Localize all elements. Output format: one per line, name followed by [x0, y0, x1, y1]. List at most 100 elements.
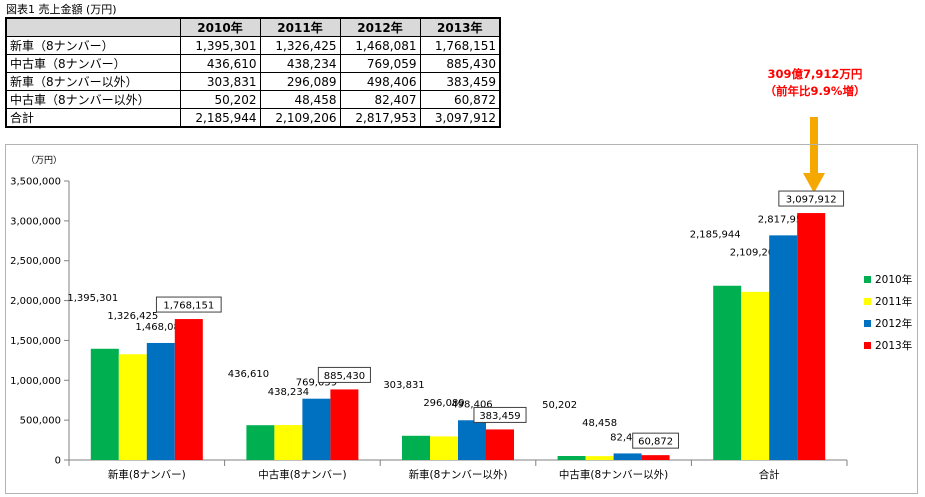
x-category-label: 新車(8ナンバー) [108, 468, 186, 481]
legend-label: 2012年 [875, 317, 912, 330]
data-label-box [317, 366, 371, 383]
chart-area: （万円） 0 500,000 1,000,000 1,500,000 2,000,000 2… [5, 144, 918, 494]
bar [557, 455, 586, 460]
data-label: 498,406 [451, 399, 492, 410]
data-label: 383,459 [479, 411, 520, 422]
table-cell: 3,097,912 [419, 108, 501, 128]
legend-swatch [864, 342, 871, 349]
table-cell: 383,459 [419, 72, 501, 91]
table-cell: 438,234 [259, 54, 341, 73]
legend-label: 2011年 [875, 295, 912, 308]
data-label: 2,109,206 [730, 248, 781, 259]
bar [402, 435, 430, 460]
table-cell: 1,768,151 [419, 36, 501, 55]
y-tick-label: 3,000,000 [10, 216, 61, 227]
table-cell: 50,202 [179, 90, 261, 109]
data-label: 60,872 [638, 437, 673, 448]
bar [246, 425, 275, 460]
y-tick-label: 1,500,000 [10, 336, 61, 347]
bar [302, 398, 331, 460]
table-cell: 60,872 [419, 90, 501, 109]
arrow-shaft [810, 117, 818, 175]
table-cell: 498,406 [339, 72, 421, 91]
callout-growth: （前年比9.9%増） [764, 84, 866, 98]
data-label: 1,395,301 [67, 293, 118, 304]
row-label: 新車（8ナンバー以外） [5, 72, 181, 91]
table-cell: 303,831 [179, 72, 261, 91]
data-label-box [632, 432, 680, 449]
data-label: 769,059 [296, 378, 337, 389]
y-tick-label: 2,500,000 [10, 256, 61, 267]
table-cell: 436,610 [179, 54, 261, 73]
table-row: 新車（8ナンバー以外） 303,831 296,089 498,406 383,… [5, 72, 501, 91]
data-label: 1,768,151 [163, 301, 214, 312]
data-label: 50,202 [542, 400, 577, 411]
table-row: 中古車（8ナンバー以外） 50,202 48,458 82,407 60,872 [5, 90, 501, 109]
bar [741, 291, 770, 460]
row-label: 新車（8ナンバー） [5, 36, 181, 55]
bar [613, 453, 642, 460]
figure-title: 図表1 売上金額 (万円) [6, 3, 117, 16]
data-label-box [778, 190, 845, 207]
x-category-label: 合計 [759, 468, 780, 481]
table-col-header: 2013年 [419, 17, 501, 37]
table-row-total: 合計 2,185,944 2,109,206 2,817,953 3,097,9… [5, 108, 501, 128]
y-tick-label: 1,000,000 [10, 376, 61, 387]
table-cell: 2,817,953 [339, 108, 421, 128]
data-label: 3,097,912 [786, 195, 837, 206]
data-label: 1,326,425 [107, 311, 158, 322]
x-category-label: 新車(8ナンバー以外) [409, 468, 508, 481]
arrow-head [803, 173, 825, 193]
bar [146, 342, 175, 460]
data-label-box [473, 406, 527, 423]
data-label: 303,831 [383, 380, 424, 391]
table-cell: 48,458 [259, 90, 341, 109]
table-cell: 1,468,081 [339, 36, 421, 55]
table-col-header: 2012年 [339, 17, 421, 37]
data-label: 2,185,944 [690, 230, 741, 241]
legend-swatch [864, 298, 871, 305]
bar-chart: （万円） 0 500,000 1,000,000 1,500,000 2,000,000 2… [10, 155, 912, 481]
table-cell: 885,430 [419, 54, 501, 73]
table-cell: 296,089 [259, 72, 341, 91]
y-tick-label: 3,500,000 [10, 177, 61, 188]
table-header-row: 2010年 2011年 2012年 2013年 [5, 17, 501, 37]
row-label: 中古車（8ナンバー以外） [5, 90, 181, 109]
y-tick-label: 2,000,000 [10, 296, 61, 307]
bar [274, 425, 303, 460]
table-cell: 2,185,944 [179, 108, 261, 128]
bar [486, 429, 514, 460]
data-label: 48,458 [582, 418, 617, 429]
table-cell: 82,407 [339, 90, 421, 109]
table-corner-cell [5, 17, 181, 37]
bar [458, 420, 486, 460]
bar [330, 389, 359, 460]
y-tick-label: 0 [55, 456, 61, 467]
table-cell: 2,109,206 [259, 108, 341, 128]
data-label: 1,468,081 [135, 322, 186, 333]
data-label: 296,089 [423, 398, 464, 409]
x-category-label: 中古車(8ナンバー) [258, 468, 346, 481]
table-col-header: 2011年 [259, 17, 341, 37]
callout-amount: 309億7,912万円 [767, 67, 863, 81]
data-label: 82,407 [610, 432, 645, 443]
legend-label: 2010年 [875, 273, 912, 286]
table-row: 新車（8ナンバー） 1,395,301 1,326,425 1,468,081 … [5, 36, 501, 55]
bar [641, 455, 670, 460]
table-cell: 1,326,425 [259, 36, 341, 55]
sales-table: 2010年 2011年 2012年 2013年 新車（8ナンバー） 1,395,… [5, 17, 501, 128]
y-tick-label: 500,000 [20, 416, 61, 427]
data-label: 885,430 [324, 371, 365, 382]
data-label-box [155, 296, 222, 313]
y-axis-title: （万円） [26, 155, 62, 166]
table-cell: 1,395,301 [179, 36, 261, 55]
bar [118, 354, 147, 460]
row-label: 中古車（8ナンバー） [5, 54, 181, 73]
bar [585, 456, 614, 460]
bar [797, 213, 826, 460]
table-row: 中古車（8ナンバー） 436,610 438,234 769,059 885,4… [5, 54, 501, 73]
bar [90, 348, 119, 460]
row-label: 合計 [5, 108, 181, 128]
table-col-header: 2010年 [179, 17, 261, 37]
data-label: 2,817,953 [758, 214, 809, 225]
